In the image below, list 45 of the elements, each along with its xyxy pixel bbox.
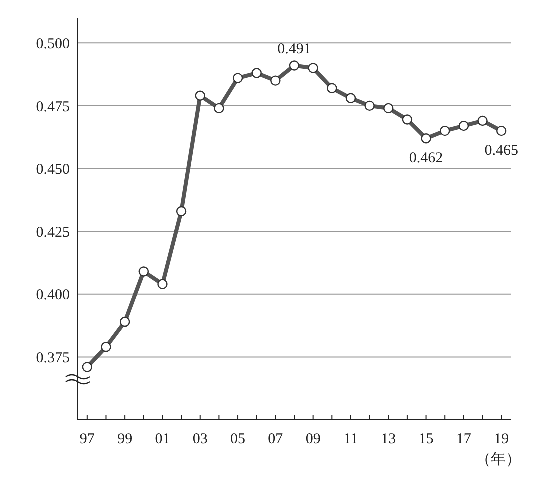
x-tick-label: 03 [192, 432, 208, 448]
point [289, 60, 300, 71]
point [478, 116, 488, 126]
x-tick-label: 07 [268, 432, 284, 448]
y-tick-label: 0.475 [36, 99, 70, 116]
point [384, 103, 394, 114]
point [270, 76, 281, 86]
y-tick-label: 0.400 [36, 288, 70, 304]
x-tick-label: 09 [306, 432, 321, 448]
point [158, 279, 168, 290]
point [346, 93, 356, 104]
x-tick-label: 99 [118, 432, 133, 448]
x-tick-label: 97 [80, 432, 96, 448]
x-tick-label: 11 [344, 432, 358, 448]
point [120, 316, 130, 328]
x-tick-label: 01 [155, 432, 170, 448]
point [496, 126, 507, 136]
x-axis-title: （年） [476, 451, 521, 469]
x-tick-label: 17 [456, 432, 472, 448]
point [82, 362, 93, 372]
data-label: 0.465 [484, 143, 518, 160]
x-tick-label: 15 [418, 432, 434, 448]
point [402, 114, 413, 125]
point [176, 206, 187, 217]
y-tick-label: 0.375 [36, 350, 70, 367]
data-label: 0.491 [278, 42, 312, 58]
y-tick-label: 0.500 [36, 36, 70, 52]
point [421, 134, 432, 144]
point [364, 100, 375, 112]
y-tick-label: 0.450 [36, 162, 70, 178]
data-label: 0.462 [409, 150, 444, 167]
point [101, 342, 112, 352]
point [214, 103, 224, 114]
point [458, 120, 470, 132]
point [232, 73, 244, 84]
x-tick-label: 19 [494, 432, 510, 448]
x-tick-label: 05 [230, 432, 246, 448]
point [195, 90, 206, 101]
point [138, 266, 149, 277]
point [327, 83, 338, 94]
y-tick-label: 0.425 [36, 224, 70, 241]
x-tick-label: 13 [381, 432, 396, 448]
point [440, 126, 450, 136]
point [252, 68, 262, 78]
point [308, 63, 318, 74]
